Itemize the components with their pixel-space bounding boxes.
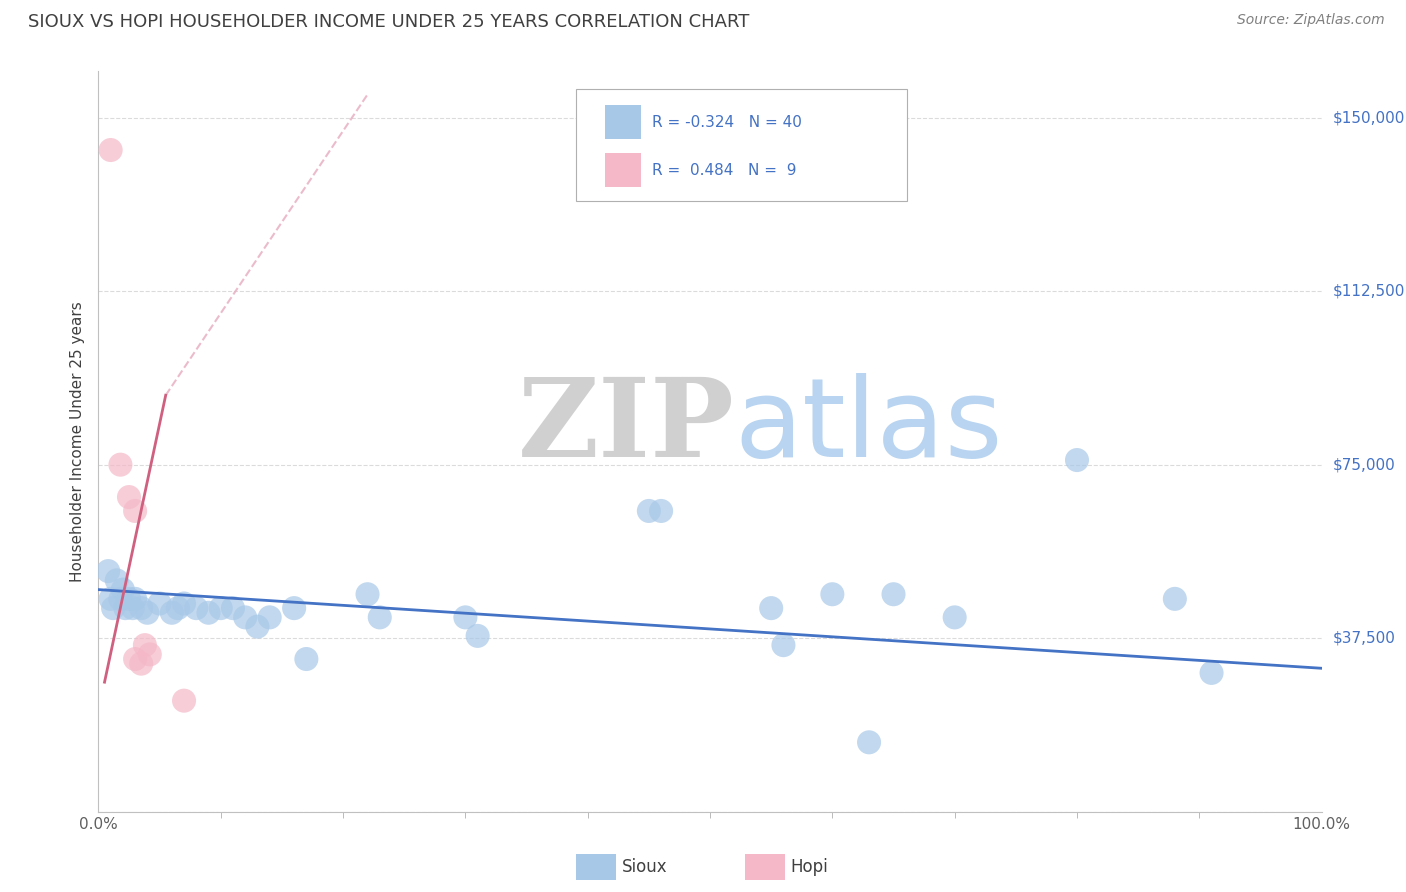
Point: [197, 606, 219, 620]
Point: [1066, 453, 1088, 467]
Point: [222, 601, 245, 615]
Point: [356, 587, 378, 601]
Text: Sioux: Sioux: [621, 858, 666, 876]
Point: [149, 597, 172, 611]
Point: [167, 601, 190, 615]
Point: [467, 629, 489, 643]
Text: Hopi: Hopi: [790, 858, 828, 876]
Point: [100, 591, 122, 606]
Text: $150,000: $150,000: [1333, 110, 1405, 125]
Text: Source: ZipAtlas.com: Source: ZipAtlas.com: [1237, 13, 1385, 28]
Point: [259, 610, 281, 624]
Point: [761, 601, 783, 615]
Point: [129, 657, 152, 671]
Point: [1164, 591, 1187, 606]
Text: SIOUX VS HOPI HOUSEHOLDER INCOME UNDER 25 YEARS CORRELATION CHART: SIOUX VS HOPI HOUSEHOLDER INCOME UNDER 2…: [28, 13, 749, 31]
Point: [650, 504, 672, 518]
Text: $112,500: $112,500: [1333, 284, 1405, 299]
Point: [858, 735, 880, 749]
Y-axis label: Householder Income Under 25 years: Householder Income Under 25 years: [70, 301, 86, 582]
Point: [114, 601, 136, 615]
Point: [100, 143, 122, 157]
Text: $37,500: $37,500: [1333, 631, 1396, 646]
Point: [295, 652, 318, 666]
Point: [173, 694, 195, 708]
Point: [821, 587, 844, 601]
Point: [160, 606, 183, 620]
Point: [97, 564, 120, 578]
Point: [124, 504, 146, 518]
Point: [1201, 665, 1223, 680]
Text: R = -0.324   N = 40: R = -0.324 N = 40: [652, 115, 803, 129]
Point: [118, 591, 141, 606]
Point: [943, 610, 966, 624]
Point: [110, 591, 132, 606]
Point: [173, 597, 195, 611]
Point: [118, 490, 141, 504]
Point: [283, 601, 305, 615]
Point: [129, 601, 152, 615]
Point: [111, 582, 134, 597]
Point: [637, 504, 661, 518]
Point: [368, 610, 391, 624]
Text: ZIP: ZIP: [517, 373, 734, 480]
Point: [134, 638, 156, 652]
Point: [101, 601, 124, 615]
Point: [124, 591, 146, 606]
Point: [233, 610, 256, 624]
Point: [454, 610, 477, 624]
Point: [121, 601, 143, 615]
Point: [186, 601, 208, 615]
Point: [139, 648, 162, 662]
Point: [209, 601, 232, 615]
Point: [124, 652, 146, 666]
Point: [246, 619, 269, 633]
Text: atlas: atlas: [734, 373, 1002, 480]
Point: [105, 574, 128, 588]
Text: $75,000: $75,000: [1333, 458, 1396, 472]
Point: [883, 587, 905, 601]
Point: [772, 638, 794, 652]
Text: R =  0.484   N =  9: R = 0.484 N = 9: [652, 163, 797, 178]
Point: [110, 458, 132, 472]
Point: [136, 606, 159, 620]
